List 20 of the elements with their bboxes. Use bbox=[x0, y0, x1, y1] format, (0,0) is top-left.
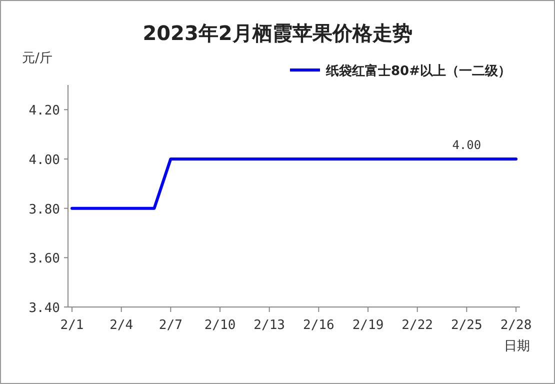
y-tick-label: 3.40 bbox=[28, 301, 60, 316]
y-axis-title: 元/斤 bbox=[22, 51, 52, 66]
x-tick-label: 2/7 bbox=[158, 318, 182, 333]
x-tick-label: 2/13 bbox=[254, 318, 285, 333]
y-tick-label: 3.80 bbox=[28, 202, 60, 218]
y-tick-label: 4.00 bbox=[28, 153, 60, 168]
x-tick-label: 2/16 bbox=[303, 318, 334, 333]
x-tick-label: 2/19 bbox=[352, 318, 384, 333]
y-tick-label: 4.20 bbox=[28, 104, 60, 119]
x-tick-label: 2/28 bbox=[500, 318, 532, 333]
y-tick-label: 3.60 bbox=[28, 252, 60, 267]
x-tick-label: 2/10 bbox=[204, 318, 236, 333]
data-label: 4.00 bbox=[452, 138, 482, 152]
x-tick-label: 2/25 bbox=[451, 318, 482, 333]
legend-label: 纸袋红富士80#以上（一二级） bbox=[325, 63, 511, 79]
x-tick-label: 2/22 bbox=[402, 318, 433, 333]
x-axis-title: 日期 bbox=[504, 339, 530, 354]
x-tick-label: 2/1 bbox=[60, 318, 84, 333]
chart-title: 2023年2月栖霞苹果价格走势 bbox=[142, 21, 412, 45]
x-tick-label: 2/4 bbox=[110, 318, 134, 333]
